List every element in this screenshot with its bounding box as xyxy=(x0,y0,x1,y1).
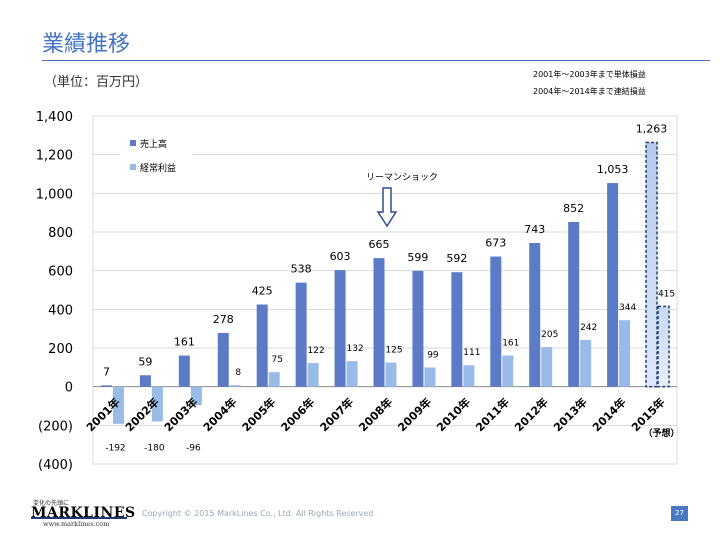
logo-underline xyxy=(31,517,127,519)
profit-bar xyxy=(385,362,397,387)
profit-bar xyxy=(424,367,436,387)
sales-value-label: 743 xyxy=(524,223,545,236)
profit-bar xyxy=(463,365,475,387)
page-title: 業績推移 xyxy=(42,32,131,57)
copyright-notice: Copyright © 2015 MarkLines Co., Ltd. All… xyxy=(142,509,374,518)
title-divider xyxy=(42,60,710,61)
legend-label-profit: 経常利益 xyxy=(140,162,176,174)
profit-bar xyxy=(502,355,514,387)
profit-bar xyxy=(619,320,631,387)
lehman-shock-annotation: リーマンショック xyxy=(366,172,438,183)
sales-bar xyxy=(412,270,424,387)
sales-value-label: 59 xyxy=(138,355,152,368)
note-consolidated: 2004年～2014年まで連結損益 xyxy=(533,87,646,96)
sales-value-label: 1,263 xyxy=(636,122,668,135)
profit-value-label: 205 xyxy=(541,330,558,340)
sales-bar xyxy=(334,270,346,387)
profit-value-label: 161 xyxy=(502,339,519,349)
sales-profit-chart: 1,400 1,200 1,000 800 600 400 200 0 (200) (400) 7… xyxy=(36,110,680,473)
sales-value-label: 425 xyxy=(252,285,273,298)
profit-value-label: 242 xyxy=(580,323,597,333)
y-tick-label: (400) xyxy=(38,458,73,473)
profit-value-label: -180 xyxy=(144,443,165,453)
profit-bar-forecast xyxy=(657,305,670,388)
sales-value-label: 852 xyxy=(563,202,584,215)
sales-bar xyxy=(217,332,229,387)
y-tick-label: 1,200 xyxy=(36,149,73,164)
profit-value-label: 8 xyxy=(235,368,241,378)
logo-tagline: 変化の先頭に xyxy=(33,500,70,507)
legend-label-sales: 売上高 xyxy=(140,138,167,150)
profit-value-label: 132 xyxy=(346,344,363,354)
sales-value-label: 161 xyxy=(174,336,195,349)
sales-value-label: 538 xyxy=(291,263,312,276)
sales-bar xyxy=(607,183,619,387)
profit-value-label: 125 xyxy=(385,346,402,356)
profit-value-label: -192 xyxy=(105,443,125,453)
sales-bar xyxy=(568,221,580,387)
profit-value-label: 99 xyxy=(427,351,439,361)
sales-bar xyxy=(295,282,307,387)
sales-bar xyxy=(256,304,268,387)
y-tick-label: 1,000 xyxy=(36,187,73,202)
y-tick-label: 200 xyxy=(48,342,73,357)
y-tick-label: 600 xyxy=(48,265,73,280)
profit-bar xyxy=(541,347,553,387)
y-tick-label: 400 xyxy=(48,303,73,318)
profit-value-label: -96 xyxy=(186,443,201,453)
profit-bar xyxy=(307,363,319,387)
profit-value-label: 122 xyxy=(308,346,325,356)
forecast-label: （予想） xyxy=(644,427,680,439)
down-arrow-icon xyxy=(376,187,398,228)
sales-bar xyxy=(100,385,112,387)
sales-value-label: 278 xyxy=(213,313,234,326)
sales-bar xyxy=(373,258,385,387)
sales-value-label: 665 xyxy=(369,238,390,251)
sales-bar-forecast xyxy=(645,141,658,388)
profit-bar xyxy=(346,361,358,387)
profit-bar xyxy=(112,386,124,424)
sales-bar xyxy=(139,375,151,387)
profit-value-label: 111 xyxy=(463,348,480,358)
sales-value-label: 599 xyxy=(407,251,428,264)
legend-swatch-sales xyxy=(130,140,136,146)
profit-bar xyxy=(580,339,592,387)
y-tick-label: 1,400 xyxy=(36,110,73,125)
profit-value-label: 75 xyxy=(271,355,282,365)
profit-bar xyxy=(229,385,241,387)
logo-url: www.marklines.com xyxy=(43,520,110,528)
profit-bar xyxy=(151,386,163,422)
legend-swatch-profit xyxy=(130,164,136,170)
sales-value-label: 592 xyxy=(446,252,467,265)
sales-value-label: 7 xyxy=(103,365,110,378)
sales-bar xyxy=(490,256,502,387)
profit-bar xyxy=(190,386,202,406)
profit-value-label: 415 xyxy=(658,289,675,299)
sales-value-label: 673 xyxy=(485,237,506,250)
profit-value-label: 344 xyxy=(619,303,636,313)
sales-bar xyxy=(451,272,463,387)
sales-bar xyxy=(178,355,190,387)
y-tick-label: 800 xyxy=(48,226,73,241)
note-standalone: 2001年～2003年まで単体損益 xyxy=(533,70,646,79)
sales-value-label: 1,053 xyxy=(597,163,629,176)
sales-value-label: 603 xyxy=(330,250,351,263)
sales-bar xyxy=(529,243,541,387)
y-tick-label: (200) xyxy=(38,419,73,434)
y-tick-label: 0 xyxy=(65,381,73,396)
profit-bar xyxy=(268,372,280,387)
page-number: 27 xyxy=(671,506,688,521)
unit-label: （単位：百万円） xyxy=(44,75,149,90)
